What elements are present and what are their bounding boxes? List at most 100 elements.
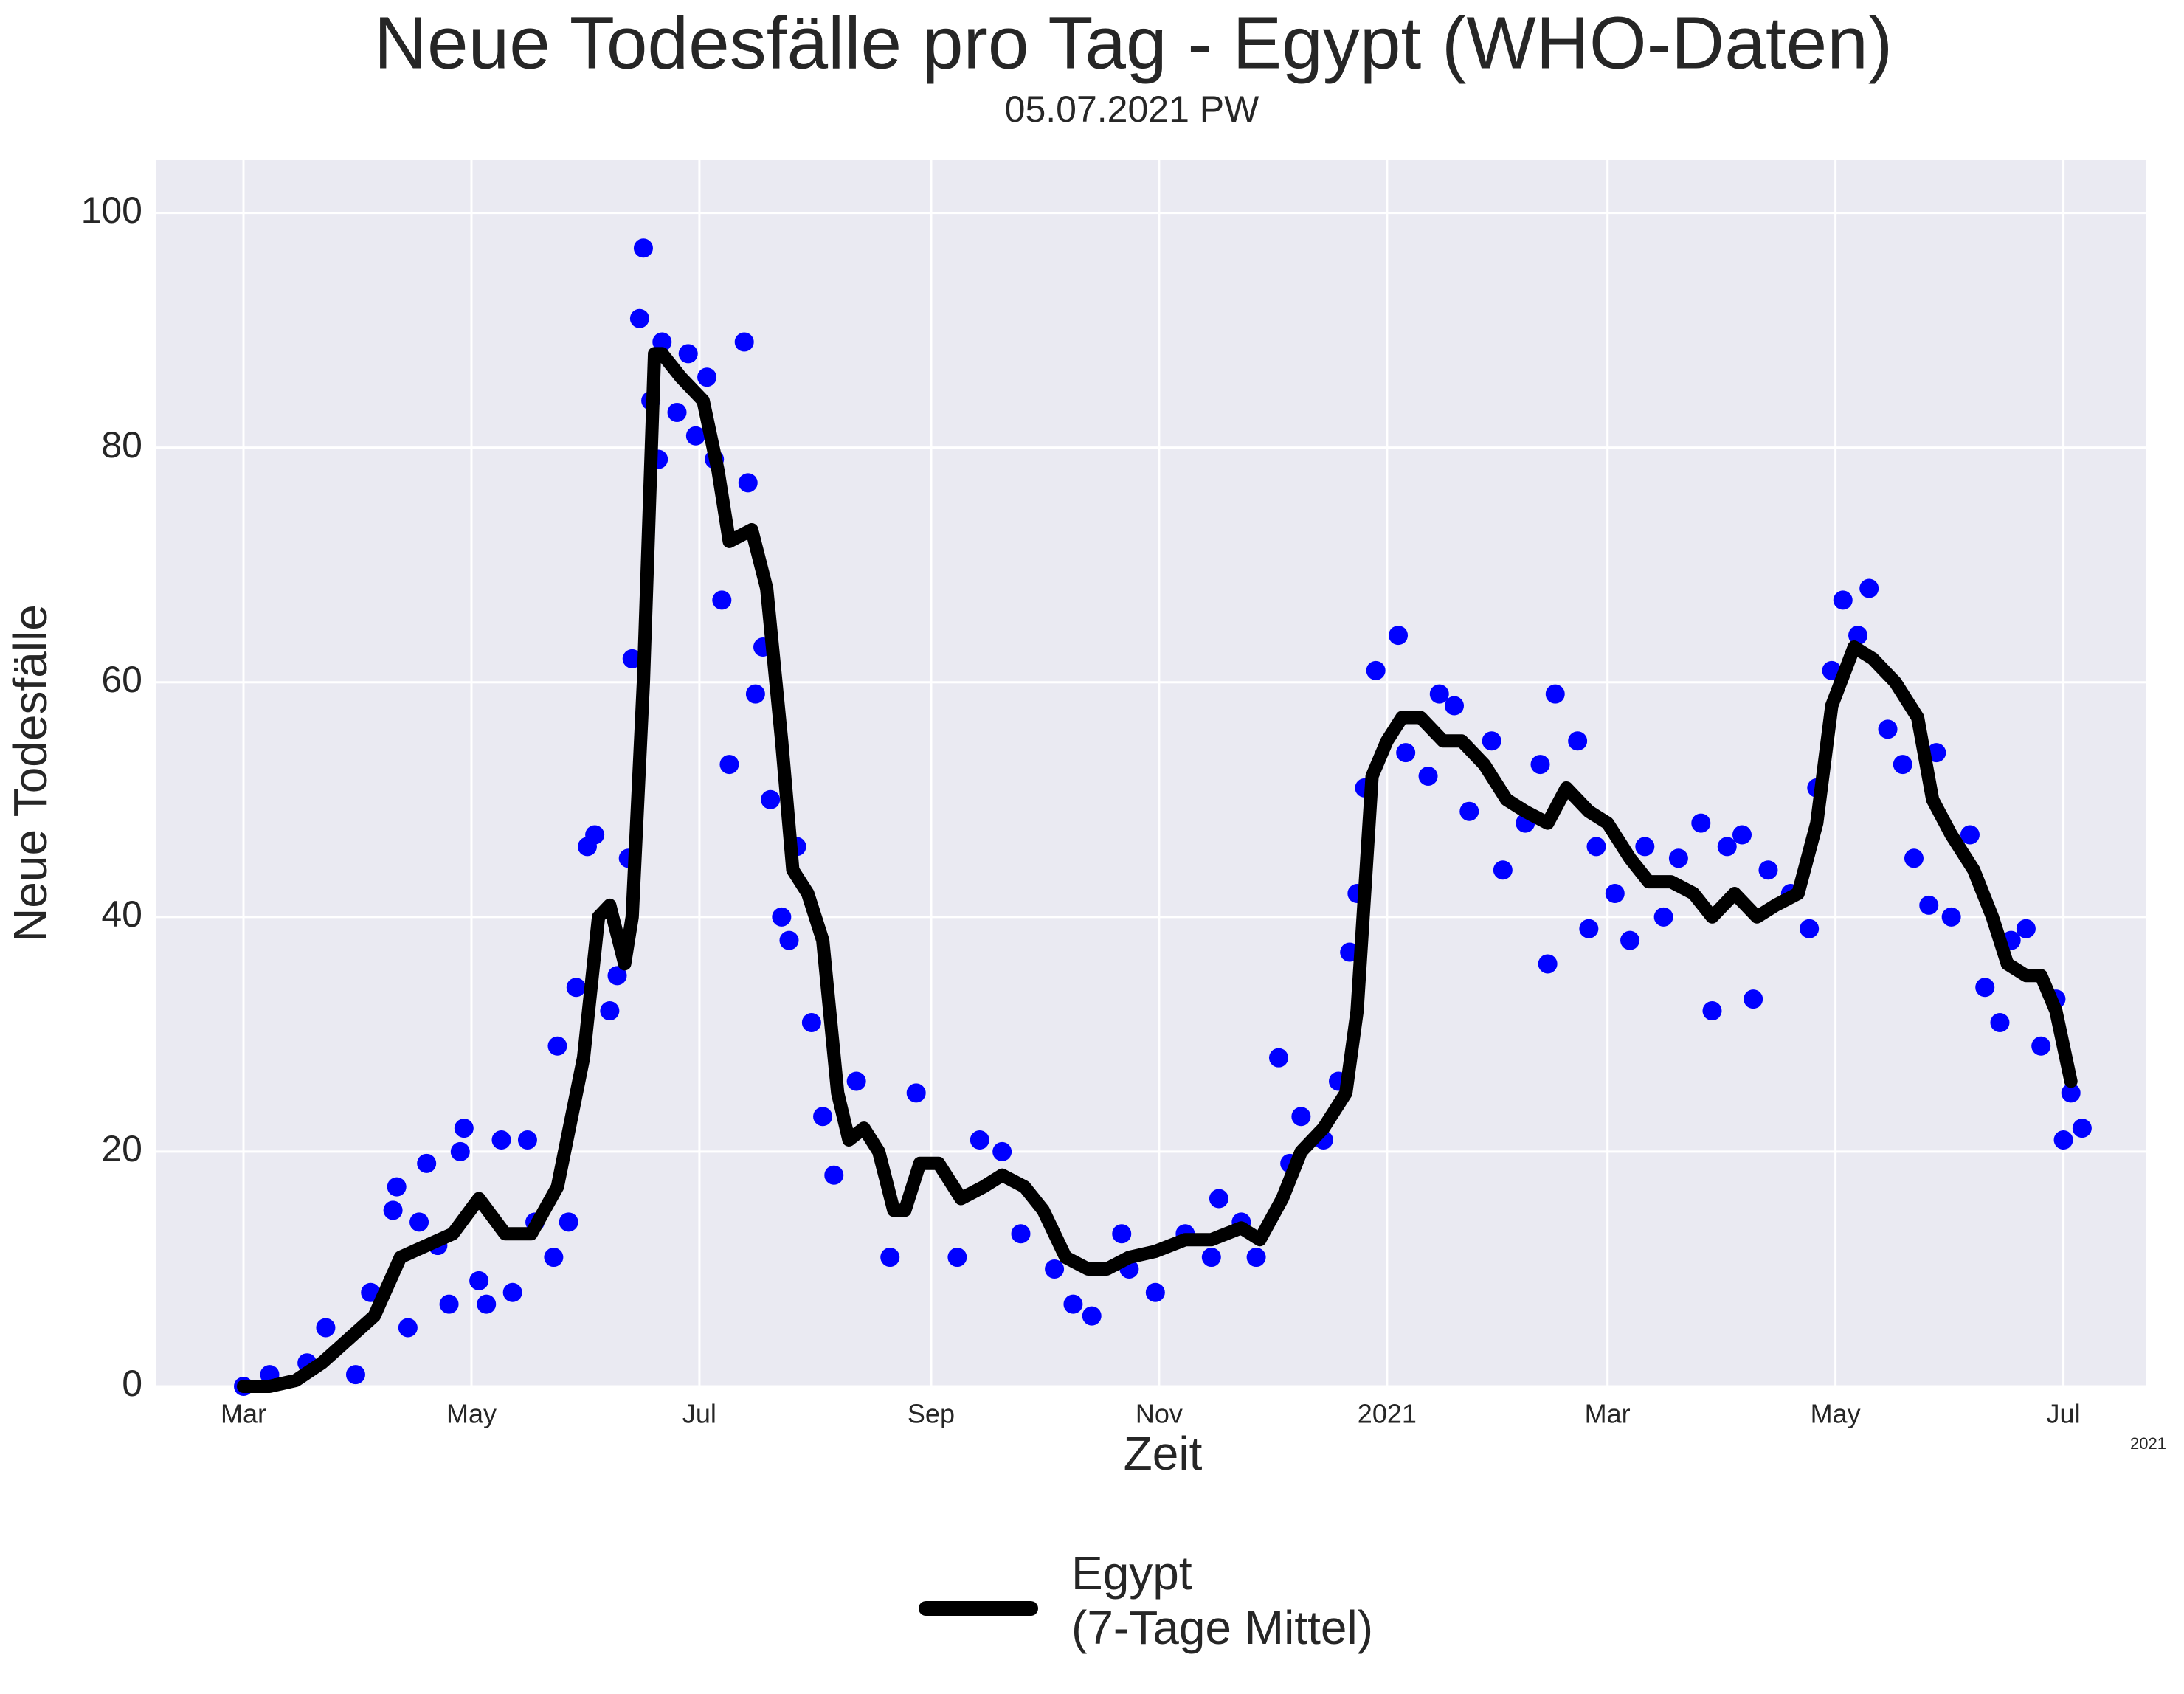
data-point bbox=[970, 1130, 989, 1150]
data-point bbox=[1459, 801, 1479, 821]
data-point bbox=[1941, 907, 1961, 927]
data-point bbox=[652, 332, 672, 352]
x-tick-label: Jul bbox=[2047, 1399, 2081, 1429]
data-point bbox=[779, 930, 799, 950]
data-point bbox=[2031, 1036, 2051, 1056]
data-point bbox=[992, 1141, 1012, 1161]
y-tick-label: 60 bbox=[101, 659, 142, 700]
data-point bbox=[1990, 1012, 2010, 1032]
data-point bbox=[1445, 696, 1465, 716]
data-point bbox=[622, 649, 642, 668]
data-point bbox=[1668, 848, 1688, 868]
data-point bbox=[1975, 978, 1995, 998]
data-point bbox=[1418, 766, 1438, 786]
data-point bbox=[387, 1177, 407, 1197]
data-point bbox=[2053, 1130, 2073, 1150]
data-point bbox=[719, 755, 739, 775]
data-point bbox=[1112, 1224, 1132, 1244]
data-point bbox=[1586, 837, 1606, 857]
data-point bbox=[439, 1294, 459, 1314]
data-point bbox=[1919, 895, 1939, 915]
data-point bbox=[517, 1130, 537, 1150]
data-point bbox=[1291, 1107, 1311, 1127]
data-point bbox=[450, 1141, 470, 1161]
data-point bbox=[469, 1270, 489, 1290]
data-point bbox=[678, 344, 698, 364]
x-axis-label: Zeit bbox=[1124, 1427, 1203, 1480]
data-point bbox=[1268, 1048, 1288, 1068]
y-axis-label: Neue Todesfälle bbox=[4, 604, 57, 942]
data-point bbox=[566, 978, 586, 998]
data-point bbox=[1545, 684, 1565, 704]
data-point bbox=[502, 1282, 522, 1302]
data-point bbox=[477, 1294, 497, 1314]
data-point bbox=[824, 1165, 844, 1185]
data-point bbox=[585, 825, 605, 845]
data-point bbox=[1893, 755, 1912, 775]
data-point bbox=[1209, 1189, 1228, 1209]
data-point bbox=[361, 1282, 381, 1302]
data-point bbox=[685, 426, 705, 446]
data-point bbox=[1530, 755, 1550, 775]
data-point bbox=[1366, 660, 1386, 680]
data-point bbox=[1878, 719, 1898, 739]
data-point bbox=[1653, 907, 1673, 927]
x-tick-label: Mar bbox=[221, 1399, 266, 1429]
data-point bbox=[697, 367, 717, 387]
data-point bbox=[1732, 825, 1752, 845]
data-point bbox=[417, 1153, 437, 1173]
data-point bbox=[1538, 954, 1558, 974]
data-point bbox=[633, 238, 653, 258]
data-point bbox=[1482, 731, 1502, 751]
data-point bbox=[1620, 930, 1640, 950]
data-point bbox=[1429, 684, 1449, 704]
data-point bbox=[1246, 1248, 1266, 1268]
data-point bbox=[1568, 731, 1588, 751]
data-point bbox=[745, 684, 765, 704]
data-point bbox=[316, 1318, 336, 1338]
data-point bbox=[1691, 813, 1711, 833]
data-point bbox=[734, 332, 754, 352]
data-point bbox=[761, 789, 781, 809]
data-point bbox=[547, 1036, 567, 1056]
data-point bbox=[1605, 884, 1625, 904]
plot-background bbox=[156, 160, 2146, 1386]
data-point bbox=[1800, 919, 1820, 938]
plot-area bbox=[156, 160, 2146, 1388]
data-point bbox=[1082, 1306, 1102, 1326]
chart-title: Neue Todesfälle pro Tag - Egypt (WHO-Dat… bbox=[374, 1, 1893, 84]
data-point bbox=[398, 1318, 418, 1338]
data-point bbox=[1145, 1282, 1165, 1302]
data-point bbox=[345, 1365, 365, 1385]
x-tick-label: May bbox=[1811, 1399, 1861, 1429]
y-tick-label: 0 bbox=[122, 1363, 142, 1404]
data-point bbox=[2072, 1119, 2092, 1138]
data-point bbox=[491, 1130, 511, 1150]
data-point bbox=[544, 1248, 564, 1268]
y-tick-label: 20 bbox=[101, 1128, 142, 1169]
y-tick-label: 40 bbox=[101, 893, 142, 935]
x-offset-label: 2021 bbox=[2130, 1434, 2166, 1453]
data-point bbox=[1702, 1001, 1722, 1021]
data-point bbox=[947, 1248, 967, 1268]
data-point bbox=[559, 1212, 578, 1232]
data-point bbox=[846, 1071, 866, 1091]
data-point bbox=[667, 402, 687, 422]
x-tick-label: Sep bbox=[908, 1399, 955, 1429]
data-point bbox=[607, 966, 627, 986]
data-point bbox=[600, 1001, 620, 1021]
data-point bbox=[1579, 919, 1599, 938]
data-point bbox=[880, 1248, 900, 1268]
mean-line bbox=[237, 347, 2078, 1393]
x-tick-label: Jul bbox=[682, 1399, 716, 1429]
y-tick-label: 100 bbox=[81, 190, 142, 231]
data-point bbox=[813, 1107, 833, 1127]
data-point bbox=[1848, 626, 1868, 646]
data-point bbox=[1045, 1259, 1065, 1279]
data-point bbox=[1833, 590, 1853, 610]
data-point bbox=[1758, 860, 1778, 880]
data-point bbox=[1904, 848, 1924, 868]
x-tick-label: 2021 bbox=[1358, 1399, 1417, 1429]
